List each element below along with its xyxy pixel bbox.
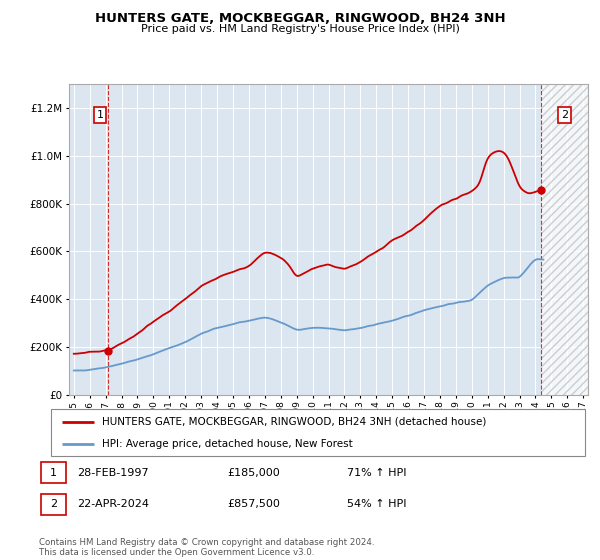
Text: 1: 1: [50, 468, 57, 478]
Text: 2: 2: [561, 110, 568, 120]
Bar: [541, 84, 588, 395]
Text: £185,000: £185,000: [227, 468, 280, 478]
Text: 1: 1: [97, 110, 104, 120]
Text: HUNTERS GATE, MOCKBEGGAR, RINGWOOD, BH24 3NH: HUNTERS GATE, MOCKBEGGAR, RINGWOOD, BH24…: [95, 12, 505, 25]
Bar: [41, 463, 66, 483]
Text: 22-APR-2024: 22-APR-2024: [77, 500, 149, 510]
Text: £857,500: £857,500: [227, 500, 280, 510]
Text: Price paid vs. HM Land Registry's House Price Index (HPI): Price paid vs. HM Land Registry's House …: [140, 24, 460, 34]
Bar: [41, 494, 66, 515]
Text: HPI: Average price, detached house, New Forest: HPI: Average price, detached house, New …: [102, 438, 352, 449]
Text: 71% ↑ HPI: 71% ↑ HPI: [347, 468, 407, 478]
Text: HUNTERS GATE, MOCKBEGGAR, RINGWOOD, BH24 3NH (detached house): HUNTERS GATE, MOCKBEGGAR, RINGWOOD, BH24…: [102, 417, 486, 427]
Text: 2: 2: [50, 500, 58, 510]
Text: 28-FEB-1997: 28-FEB-1997: [77, 468, 149, 478]
Text: 54% ↑ HPI: 54% ↑ HPI: [347, 500, 407, 510]
Text: Contains HM Land Registry data © Crown copyright and database right 2024.
This d: Contains HM Land Registry data © Crown c…: [39, 538, 374, 557]
